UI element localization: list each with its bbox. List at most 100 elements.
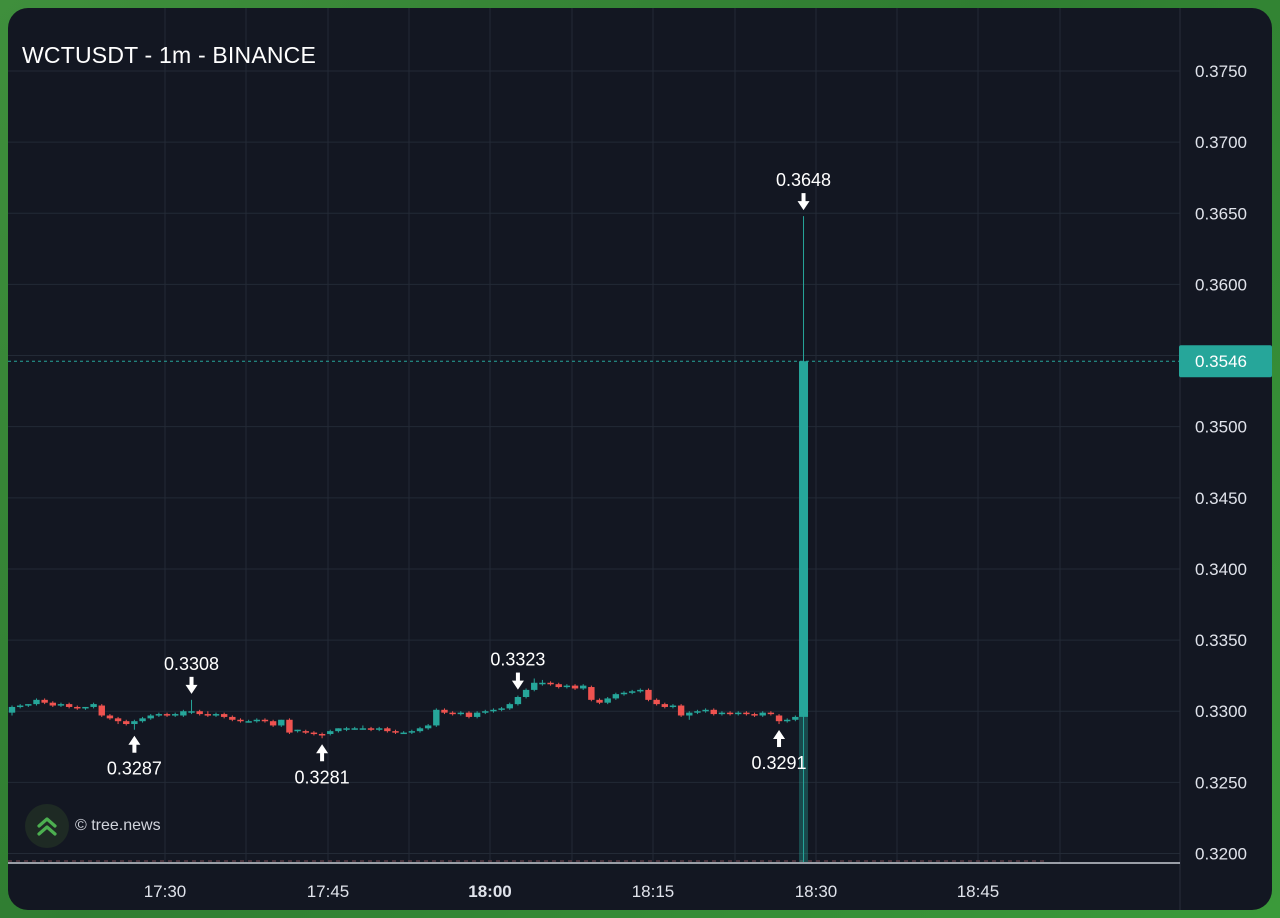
candle-body	[25, 704, 32, 706]
candle-body	[694, 711, 701, 713]
candlestick-chart[interactable]: 0.3308 0.3287 0.3281 0.3323 0.3291 0.3648 0.3…	[8, 8, 1272, 910]
time-tick-label: 17:30	[144, 882, 187, 901]
candle-body	[384, 728, 391, 732]
candle-body	[473, 712, 481, 717]
candle-body	[33, 699, 40, 705]
candle-body	[702, 709, 709, 712]
candle-body	[784, 719, 791, 722]
candle-body	[16, 705, 24, 708]
candle-body	[661, 704, 668, 707]
high-label: 0.3323	[490, 650, 545, 670]
candle-body	[180, 711, 187, 716]
candle-body	[376, 728, 383, 730]
candle-body	[237, 719, 244, 722]
arrow-shaft	[801, 193, 806, 203]
low-label: 0.3281	[295, 767, 350, 787]
candle-body	[74, 706, 81, 709]
double-chevron-up-icon	[25, 804, 69, 848]
candle-body	[514, 697, 522, 705]
arrow-up-icon	[316, 744, 329, 754]
price-tick-label: 0.3300	[1195, 702, 1247, 721]
candle-body	[261, 719, 269, 722]
candle-body	[645, 689, 652, 700]
candle-body	[253, 719, 260, 722]
candle-body	[596, 699, 603, 703]
candle-body	[686, 712, 693, 716]
candle-body	[449, 712, 456, 715]
high-label: 0.3648	[776, 170, 831, 190]
candle-body	[335, 728, 342, 732]
candle-body	[98, 705, 105, 716]
watermark: © tree.news	[25, 804, 161, 848]
candle-body	[677, 705, 685, 716]
price-tick-label: 0.3700	[1195, 133, 1247, 152]
chart-card: 0.3308 0.3287 0.3281 0.3323 0.3291 0.3648 0.3…	[8, 8, 1272, 910]
candle-body	[498, 708, 505, 710]
candle-body	[196, 711, 203, 715]
arrow-down-icon	[185, 684, 198, 694]
candle-body	[106, 715, 114, 719]
candle-body	[759, 712, 766, 716]
price-tick-label: 0.3650	[1195, 204, 1247, 223]
last-price-tag-label: 0.3546	[1195, 352, 1247, 371]
price-axis[interactable]: 0.3750 0.3700 0.3650 0.3600 0.3500 0.3450 0.34…	[1179, 62, 1272, 864]
watermark-text: © tree.news	[75, 817, 161, 834]
candle-body	[563, 685, 571, 688]
candle-body	[710, 709, 717, 715]
candle-body	[163, 714, 171, 716]
chart-title: WCTUSDT - 1m - BINANCE	[22, 42, 317, 68]
candle-body	[41, 699, 48, 703]
high-marker: 0.3648	[776, 170, 831, 211]
candle-body	[220, 714, 228, 717]
candle-body	[735, 712, 742, 715]
candle-body	[604, 698, 611, 703]
candle-body	[212, 714, 220, 716]
arrow-shaft	[189, 676, 194, 686]
candle-body	[637, 689, 644, 692]
arrow-up-icon	[773, 730, 786, 740]
candle-body	[506, 704, 513, 709]
candle-body	[82, 706, 89, 709]
time-tick-label: 18:30	[795, 882, 838, 901]
arrow-down-icon	[511, 680, 524, 690]
candle-body	[424, 725, 432, 729]
candle-body	[155, 714, 163, 716]
candle-body	[65, 704, 73, 707]
candle-body	[743, 712, 750, 715]
candle-body	[628, 691, 636, 693]
low-marker: 0.3287	[107, 735, 162, 779]
price-tick-label: 0.3600	[1195, 275, 1247, 294]
candle-body	[465, 712, 473, 717]
time-tick-label: 18:00	[468, 882, 511, 901]
annotations: 0.3308 0.3287 0.3281 0.3323 0.3291 0.3648	[107, 170, 831, 787]
price-tick-label: 0.3250	[1195, 773, 1247, 792]
arrow-shaft	[777, 738, 782, 748]
candle-body	[123, 721, 130, 725]
candle-body	[392, 731, 399, 733]
candle-body	[172, 714, 179, 716]
price-tick-label: 0.3400	[1195, 560, 1247, 579]
candle-body	[408, 731, 416, 733]
time-tick-label: 18:45	[957, 882, 1000, 901]
candle-body	[522, 689, 530, 697]
candle-body	[457, 712, 464, 715]
grid	[8, 8, 1181, 910]
time-axis[interactable]: 17:30 17:45 18:00 18:15 18:30 18:45	[144, 882, 1000, 901]
price-tick-label: 0.3350	[1195, 631, 1247, 650]
candle-body	[792, 716, 799, 720]
candle-body	[539, 682, 546, 685]
candle-body	[229, 716, 236, 720]
candle-body	[57, 704, 65, 706]
candle-body	[327, 731, 334, 734]
price-tick-label: 0.3750	[1195, 62, 1247, 81]
candle-body	[8, 706, 16, 713]
candle-body	[441, 709, 448, 713]
candle-body	[669, 705, 677, 708]
candle-body	[580, 685, 587, 689]
candle-body	[351, 728, 358, 730]
candle-body	[555, 684, 562, 688]
candle-body	[147, 715, 154, 719]
candle-body	[653, 699, 660, 705]
low-label: 0.3291	[752, 753, 807, 773]
arrow-shaft	[320, 752, 325, 762]
